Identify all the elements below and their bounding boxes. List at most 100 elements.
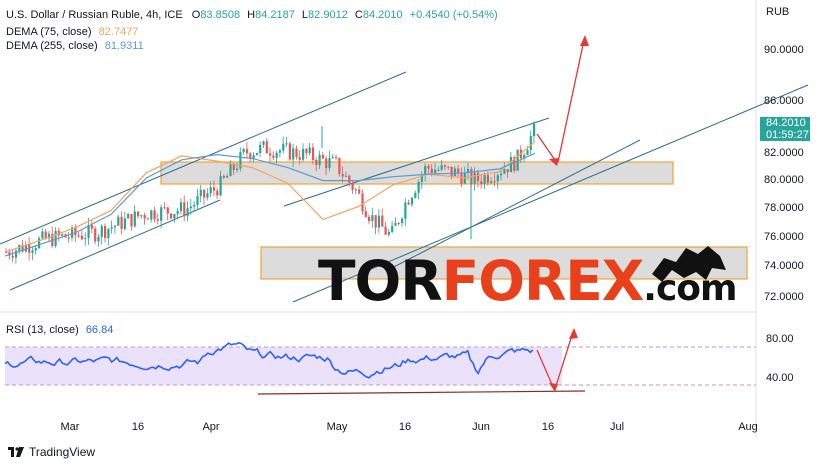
candle-body xyxy=(189,206,192,209)
price-scale: 90.0000 86.0000 82.0000 80.0000 78.0000 76.00… xyxy=(764,44,804,303)
watermark-part2: FOREX xyxy=(441,249,645,313)
time-tick: Apr xyxy=(202,421,219,433)
candle-body xyxy=(209,187,212,194)
candle-body xyxy=(90,225,93,229)
candle-body xyxy=(374,215,377,228)
candle-body xyxy=(292,148,295,160)
candle-body xyxy=(496,175,499,182)
candle-body xyxy=(440,165,443,170)
candle-body xyxy=(196,195,199,206)
candle-body xyxy=(308,147,311,154)
dema75-legend[interactable]: DEMA (75, close) 82.7477 xyxy=(6,26,138,38)
candle-body xyxy=(318,154,321,165)
time-tick: 16 xyxy=(132,421,144,433)
tradingview-logo-icon xyxy=(8,447,24,457)
candle-body xyxy=(394,222,397,226)
candle-body xyxy=(229,163,232,177)
change-value: +0.4540 (+0.54%) xyxy=(409,9,498,21)
candle-body xyxy=(503,169,506,174)
channel-line-upper xyxy=(0,71,407,245)
price-tick: 90.0000 xyxy=(764,44,804,56)
candle-body xyxy=(397,222,400,224)
candle-body xyxy=(265,141,268,154)
candle-body xyxy=(77,235,80,237)
arrow-head-down-icon xyxy=(549,158,559,166)
candle-body xyxy=(255,152,258,156)
candle-body xyxy=(269,153,272,156)
dema255-label: DEMA (255, close) xyxy=(6,40,98,52)
candle-body xyxy=(430,168,433,174)
watermark-part3: .com xyxy=(643,268,737,309)
rsi-legend[interactable]: RSI (13, close) 66.84 xyxy=(6,324,113,336)
footer-brand: TradingView xyxy=(29,445,96,459)
candle-body xyxy=(460,173,463,184)
candle-body xyxy=(216,190,219,196)
candle-body xyxy=(529,136,532,150)
candle-body xyxy=(493,181,496,183)
candle-body xyxy=(67,237,70,239)
price-tick: 80.0000 xyxy=(764,174,804,186)
candle-body xyxy=(348,175,351,183)
price-tick: 86.0000 xyxy=(764,95,804,107)
candle-body xyxy=(476,172,480,182)
candle-body xyxy=(417,181,420,193)
close-value: 84.2010 xyxy=(362,9,403,21)
candle-body xyxy=(150,210,153,220)
dema255-value: 81.9311 xyxy=(104,40,144,52)
candle-body xyxy=(80,235,84,240)
candle-body xyxy=(500,173,503,176)
candle-body xyxy=(506,169,509,173)
candle-body xyxy=(87,225,90,239)
symbol-line: U.S. Dollar / Russian Ruble, 4h, ICE O83… xyxy=(6,9,498,21)
candle-body xyxy=(146,218,150,220)
arrow-head-up-icon xyxy=(580,35,589,46)
candle-body xyxy=(424,165,427,176)
dema255-legend[interactable]: DEMA (255, close) 81.9311 xyxy=(6,40,144,52)
candle-body xyxy=(183,202,186,217)
candle-body xyxy=(272,155,275,158)
candle-body xyxy=(516,149,519,171)
candle-body xyxy=(54,230,57,246)
currency-label: RUB xyxy=(766,6,790,18)
close-label: C xyxy=(354,9,363,21)
footer[interactable]: TradingView xyxy=(8,445,95,459)
watermark-part1: TOR xyxy=(318,249,443,313)
candle-body xyxy=(143,215,146,219)
candle-body xyxy=(28,244,31,253)
candle-body xyxy=(298,157,301,160)
candle-body xyxy=(453,168,456,176)
last-price: 84.2010 xyxy=(766,117,806,129)
candle-body xyxy=(407,202,410,205)
candle-body xyxy=(480,181,483,185)
candle-body xyxy=(21,244,24,252)
candle-body xyxy=(44,231,47,239)
candle-body xyxy=(120,216,123,229)
candle-body xyxy=(315,159,318,165)
candle-body xyxy=(447,166,450,168)
candle-body xyxy=(166,207,169,214)
candle-body xyxy=(153,210,156,220)
price-tick: 74.0000 xyxy=(764,260,804,272)
candle-body xyxy=(288,143,291,160)
candle-body xyxy=(523,154,526,159)
open-label: O xyxy=(191,9,201,21)
candle-body xyxy=(140,215,143,217)
candle-body xyxy=(242,149,245,152)
candle-body xyxy=(377,215,381,228)
candle-body xyxy=(490,181,493,183)
candle-body xyxy=(236,168,239,171)
bull-bear-logo-icon xyxy=(652,246,726,282)
candle-body xyxy=(133,211,136,227)
candle-body xyxy=(391,225,394,232)
candle-body xyxy=(245,149,249,154)
candle-body xyxy=(331,157,334,159)
candle-body xyxy=(252,155,255,159)
symbol-name: U.S. Dollar / Russian Ruble, 4h, ICE xyxy=(6,9,183,21)
candle-body xyxy=(278,150,282,153)
candle-body xyxy=(94,228,97,242)
candle-body xyxy=(321,154,324,159)
rsi-arrow-head-down-icon xyxy=(549,383,558,392)
candle-body xyxy=(14,250,18,258)
candle-body xyxy=(420,175,423,182)
